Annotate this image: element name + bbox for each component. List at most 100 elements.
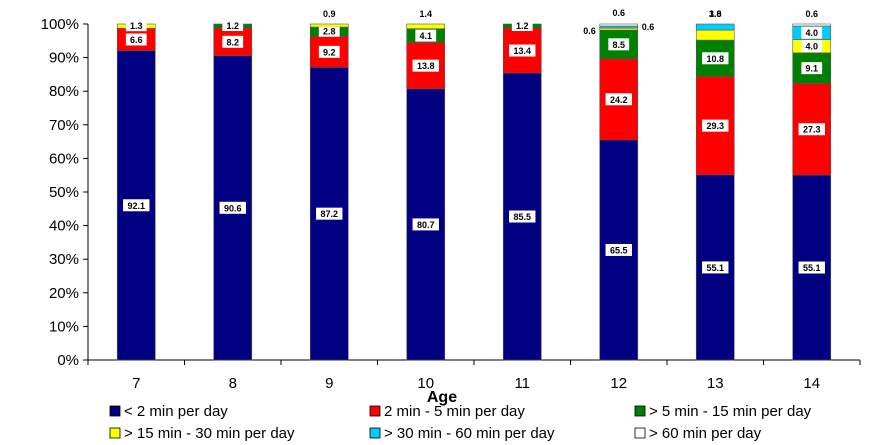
data-label: 1.2 bbox=[516, 21, 529, 31]
bar-segment bbox=[695, 23, 735, 31]
data-label: 65.5 bbox=[610, 245, 628, 255]
data-label: 24.2 bbox=[610, 95, 628, 105]
legend-swatch bbox=[369, 405, 381, 417]
data-label: 1.2 bbox=[226, 21, 239, 31]
y-tick-label: 30% bbox=[49, 251, 79, 268]
data-label: 1.4 bbox=[419, 9, 432, 19]
data-label-box bbox=[702, 119, 729, 132]
data-label: 9.2 bbox=[323, 47, 336, 57]
data-label-box bbox=[511, 21, 533, 32]
x-tick-label: 9 bbox=[325, 375, 333, 392]
data-label-box bbox=[798, 123, 825, 136]
data-label-box bbox=[605, 243, 632, 256]
legend-swatch bbox=[634, 427, 646, 439]
y-tick-label: 90% bbox=[49, 50, 79, 67]
data-label-box bbox=[412, 59, 439, 72]
legend-label: < 2 min per day bbox=[124, 403, 228, 420]
bars bbox=[116, 23, 832, 361]
data-label: 55.1 bbox=[803, 263, 821, 273]
x-axis-title: Age bbox=[427, 389, 457, 406]
data-label: 80.7 bbox=[417, 220, 435, 230]
legend-swatch bbox=[109, 405, 121, 417]
y-tick-label: 0% bbox=[57, 352, 79, 369]
y-tick-label: 40% bbox=[49, 218, 79, 235]
data-label-box bbox=[125, 21, 147, 32]
data-label-box bbox=[509, 210, 536, 223]
x-tick-label: 14 bbox=[803, 375, 820, 392]
bar-segment bbox=[599, 25, 639, 29]
data-label-box bbox=[608, 38, 630, 51]
y-tick-label: 10% bbox=[49, 318, 79, 335]
data-label: 85.5 bbox=[513, 212, 531, 222]
legend-swatch bbox=[634, 405, 646, 417]
axes: 0% 10% 20% 30% 40% 50% 60% 70% 80% 90% 100% 7 8 9 10 11… bbox=[41, 16, 861, 392]
data-label: 8.2 bbox=[226, 37, 239, 47]
data-label: 3.0 bbox=[709, 9, 722, 19]
bar-segment bbox=[599, 23, 639, 27]
data-label-box bbox=[798, 261, 825, 274]
bar-segment bbox=[599, 27, 639, 31]
data-label-box bbox=[605, 93, 632, 106]
data-label: 13.4 bbox=[513, 46, 531, 56]
data-label: 6.6 bbox=[130, 35, 143, 45]
bar-segment bbox=[309, 36, 349, 68]
bar-segment bbox=[406, 23, 446, 30]
data-label-box bbox=[125, 33, 147, 46]
data-label: 8.5 bbox=[612, 40, 625, 50]
data-label-box bbox=[412, 218, 439, 231]
data-label-box bbox=[123, 199, 150, 212]
data-label: 2.8 bbox=[323, 27, 336, 37]
data-label: 27.3 bbox=[803, 125, 821, 135]
bar-segment bbox=[695, 29, 735, 41]
data-label-box bbox=[801, 62, 823, 75]
data-label-box bbox=[318, 26, 340, 37]
y-tick-label: 100% bbox=[41, 16, 79, 33]
data-labels: 92.1 6.6 1.3 90.6 8.2 1.2 87.2 9.2 2.8 0.9 80.7 13.… bbox=[123, 8, 825, 274]
data-label-box bbox=[222, 35, 244, 48]
legend: < 2 min per day 2 min - 5 min per day > 5 … bbox=[109, 403, 812, 442]
legend-swatch bbox=[109, 427, 121, 439]
data-label: 0.6 bbox=[612, 8, 625, 18]
x-tick-label: 13 bbox=[707, 375, 724, 392]
data-label: 4.0 bbox=[805, 28, 818, 38]
y-tick-label: 60% bbox=[49, 150, 79, 167]
y-tick-label: 50% bbox=[49, 184, 79, 201]
data-label-box bbox=[318, 45, 340, 58]
legend-label: > 60 min per day bbox=[649, 425, 762, 442]
data-label: 4.1 bbox=[419, 31, 432, 41]
data-label-box bbox=[222, 21, 244, 32]
data-label: 10.8 bbox=[706, 54, 724, 64]
data-label: 1.3 bbox=[130, 21, 143, 31]
legend-label: > 30 min - 60 min per day bbox=[384, 425, 555, 442]
data-label: 4.0 bbox=[805, 42, 818, 52]
data-label: 0.9 bbox=[323, 9, 336, 19]
data-label: 87.2 bbox=[320, 209, 338, 219]
data-label: 29.3 bbox=[706, 121, 724, 131]
x-tick-label: 8 bbox=[229, 375, 237, 392]
data-label-box bbox=[702, 52, 729, 65]
x-tick-label: 11 bbox=[514, 375, 530, 392]
data-label: 0.6 bbox=[642, 22, 655, 32]
x-tick-label: 12 bbox=[610, 375, 627, 392]
data-label: 1.8 bbox=[709, 9, 722, 19]
x-tick-label: 10 bbox=[417, 375, 434, 392]
data-label-box bbox=[219, 201, 246, 214]
y-tick-label: 80% bbox=[49, 83, 79, 100]
data-label-box bbox=[801, 26, 823, 39]
legend-label: > 15 min - 30 min per day bbox=[124, 425, 295, 442]
data-label: 0.6 bbox=[583, 26, 596, 36]
data-label: 9.1 bbox=[805, 64, 818, 74]
data-label-box bbox=[415, 29, 437, 42]
data-label: 92.1 bbox=[127, 201, 145, 211]
legend-swatch bbox=[369, 427, 381, 439]
data-label-box bbox=[801, 40, 823, 53]
legend-label: 2 min - 5 min per day bbox=[384, 403, 525, 420]
legend-label: > 5 min - 15 min per day bbox=[649, 403, 812, 420]
data-label: 90.6 bbox=[224, 203, 242, 213]
data-label: 55.1 bbox=[706, 263, 724, 273]
data-label-box bbox=[316, 207, 343, 220]
x-tick-label: 7 bbox=[132, 375, 140, 392]
data-label: 0.6 bbox=[805, 9, 818, 19]
